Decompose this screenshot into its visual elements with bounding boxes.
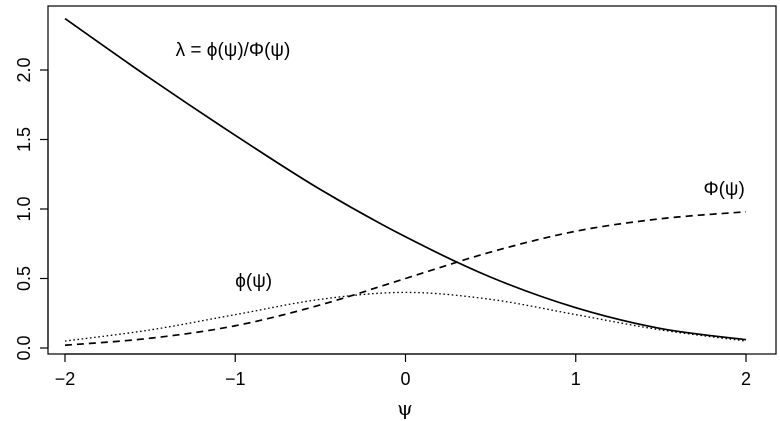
x-tick-label: −2 <box>55 369 76 389</box>
y-axis: 0.0 0.5 1.0 1.5 2.0 <box>14 57 49 361</box>
Phi-curve <box>64 210 747 347</box>
y-tick-label: 2.0 <box>14 57 34 82</box>
curve-annotation: ϕ(ψ) <box>235 271 272 292</box>
curve-annotation: λ = ϕ(ψ)/Φ(ψ) <box>176 40 291 61</box>
series-layer <box>64 17 747 347</box>
curve-annotation: Φ(ψ) <box>703 179 744 200</box>
plot-frame <box>47 5 777 355</box>
y-tick-label: 1.0 <box>14 196 34 221</box>
y-tick-label: 1.5 <box>14 127 34 152</box>
phi-curve <box>64 291 747 342</box>
y-tick-label: 0.0 <box>14 335 34 360</box>
x-tick-label: 2 <box>741 369 751 389</box>
x-axis: −2 −1 0 1 2 <box>55 353 751 389</box>
x-tick-label: 1 <box>571 369 581 389</box>
lambda-curve <box>64 17 747 341</box>
x-tick-label: 0 <box>400 369 410 389</box>
y-tick-label: 0.5 <box>14 266 34 291</box>
annotations: λ = ϕ(ψ)/Φ(ψ) Φ(ψ) ϕ(ψ) <box>176 40 745 292</box>
x-axis-title: ψ <box>397 396 413 420</box>
x-tick-label: −1 <box>225 369 246 389</box>
